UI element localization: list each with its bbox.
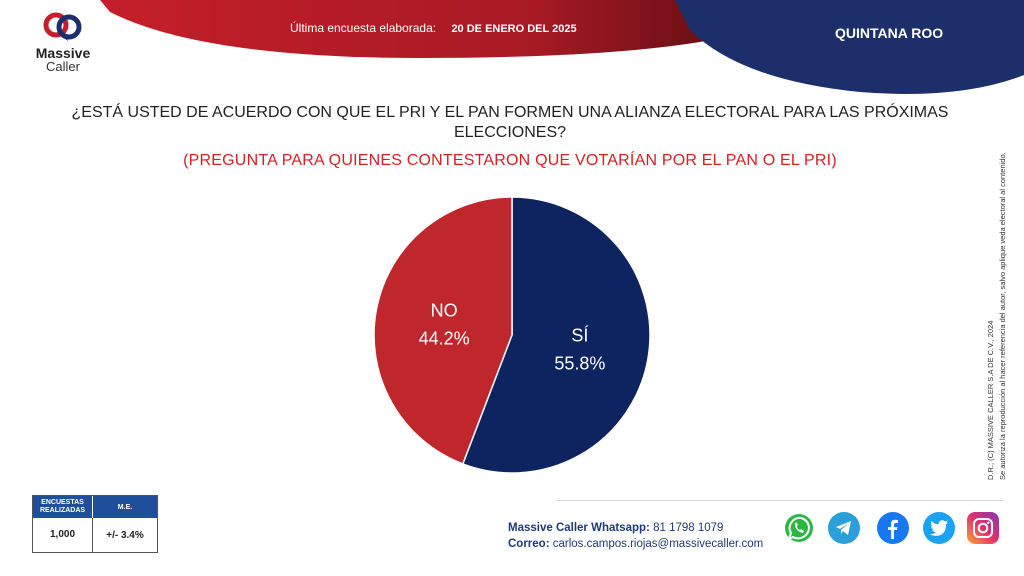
twitter-icon[interactable] xyxy=(923,512,955,544)
copyright-notice: D.R.; (C) MASSIVE CALLER S.A DE C.V., 20… xyxy=(986,120,1016,480)
margin-error-value: +/- 3.4% xyxy=(106,529,144,541)
copyright-line2: Se autoriza la reproducción al hacer ref… xyxy=(998,152,1007,480)
pie-slice-si xyxy=(461,196,651,474)
stats-header-row: ENCUESTAS REALIZADAS M.E. xyxy=(33,496,157,518)
email-address[interactable]: carlos.campos.riojas@massivecaller.com xyxy=(552,538,764,550)
survey-date-info: Última encuesta elaborada: 20 DE ENERO D… xyxy=(290,21,577,35)
logo-icon xyxy=(43,12,82,41)
contact-info: Massive Caller Whatsapp: 81 1798 1079 Co… xyxy=(508,520,763,552)
instagram-icon[interactable] xyxy=(967,512,999,544)
stats-value-row: 1,000 +/- 3.4% xyxy=(33,518,157,552)
stats-table: ENCUESTAS REALIZADAS M.E. 1,000 +/- 3.4% xyxy=(32,495,158,553)
footer-divider xyxy=(556,500,1004,501)
logo-line1: Massive xyxy=(35,45,91,61)
survey-date-value: 20 DE ENERO DEL 2025 xyxy=(451,23,577,35)
whatsapp-label: Massive Caller Whatsapp: xyxy=(508,522,650,534)
email-label: Correo: xyxy=(508,538,550,550)
surveys-value: 1,000 xyxy=(33,518,93,552)
massive-caller-logo: Massive Caller xyxy=(28,10,98,80)
copyright-line1: D.R.; (C) MASSIVE CALLER S.A DE C.V., 20… xyxy=(986,320,995,480)
whatsapp-number[interactable]: 81 1798 1079 xyxy=(653,522,724,534)
whatsapp-line: Massive Caller Whatsapp: 81 1798 1079 xyxy=(508,520,763,536)
surveys-header: ENCUESTAS REALIZADAS xyxy=(33,496,93,518)
whatsapp-icon[interactable] xyxy=(783,512,815,544)
facebook-icon[interactable] xyxy=(877,512,909,544)
question-subtitle: (PREGUNTA PARA QUIENES CONTESTARON QUE V… xyxy=(183,152,837,169)
logo-line2: Caller xyxy=(46,59,80,74)
pie-category-label: SÍ xyxy=(571,326,588,346)
region-label: QUINTANA ROO xyxy=(835,25,944,41)
email-line: Correo: carlos.campos.riojas@massivecall… xyxy=(508,536,763,552)
pie-value-label: 44.2% xyxy=(419,328,470,348)
margin-error-header: M.E. xyxy=(117,503,133,511)
pie-category-label: NO xyxy=(431,300,458,320)
question-title: ¿ESTÁ USTED DE ACUERDO CON QUE EL PRI Y … xyxy=(71,104,949,141)
pie-slice-no xyxy=(373,196,513,465)
pie-value-label: 55.8% xyxy=(554,354,605,374)
survey-date-label: Última encuesta elaborada: xyxy=(290,21,437,35)
header-background xyxy=(100,0,1024,94)
telegram-icon[interactable] xyxy=(828,512,860,544)
